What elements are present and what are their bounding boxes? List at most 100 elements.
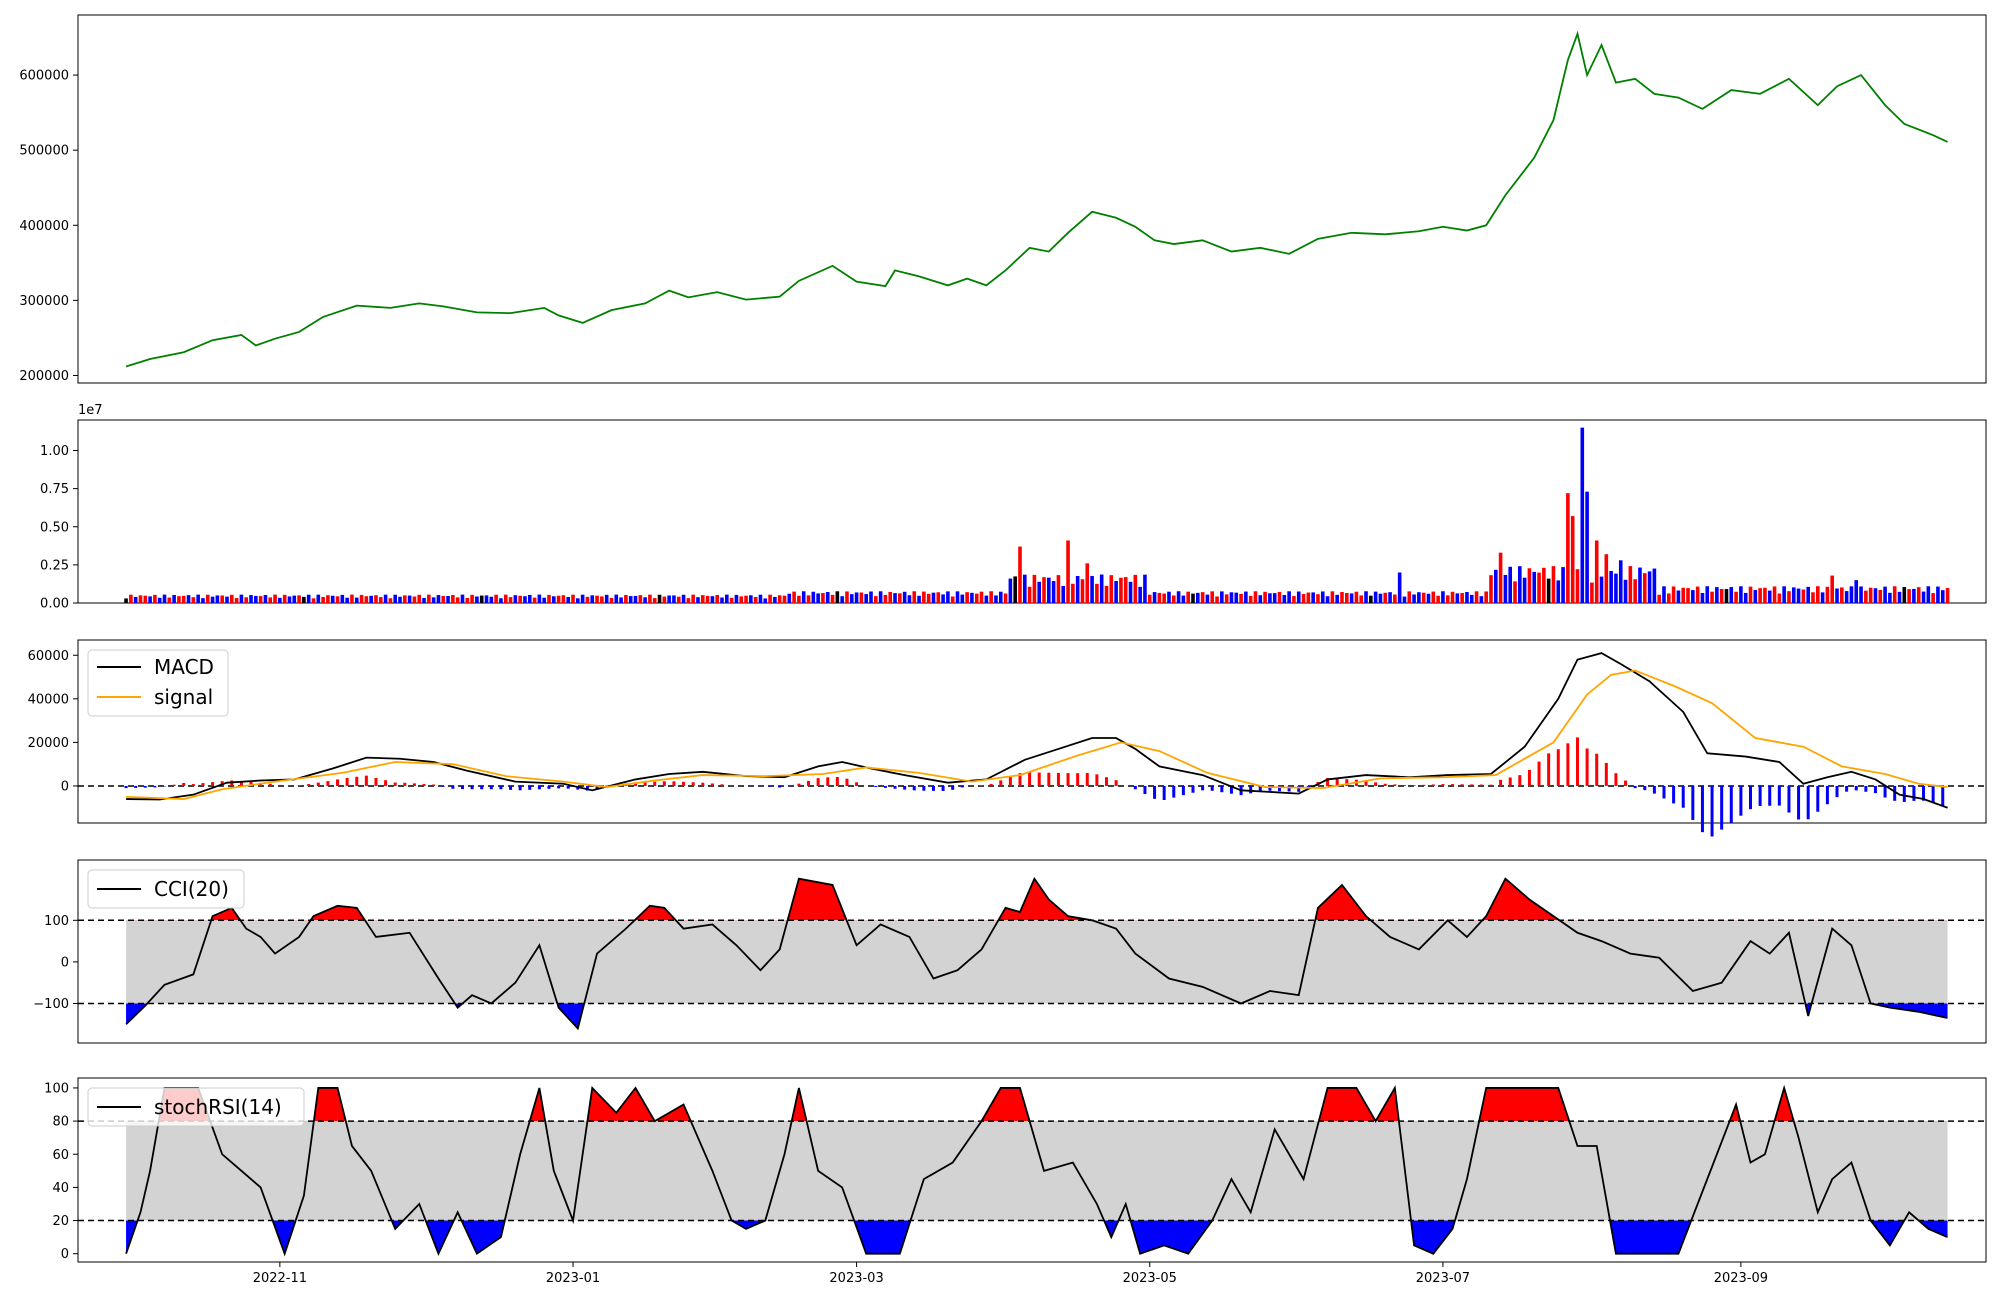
volume-bar	[1729, 587, 1734, 603]
volume-bar	[1114, 580, 1118, 603]
macd-histogram-bar	[595, 785, 599, 790]
volume-bar	[1719, 588, 1724, 603]
macd-histogram-bar	[1729, 785, 1733, 823]
macd-histogram-bar	[653, 781, 657, 786]
volume-bar	[1825, 586, 1830, 603]
volume-bar	[806, 595, 811, 603]
cci-legend-box	[87, 869, 245, 909]
volume-bar	[946, 591, 950, 603]
volume-bar	[614, 594, 619, 603]
macd-histogram-bar	[1652, 785, 1656, 794]
volume-bar	[1441, 591, 1445, 603]
stochrsi-legend-label: stochRSI(14)	[154, 1095, 282, 1119]
volume-bar	[643, 597, 647, 603]
volume-bar	[1479, 596, 1484, 603]
macd-histogram-bar	[1383, 783, 1387, 786]
volume-bar	[1292, 596, 1296, 603]
x-tick-label: 2023-01	[546, 1271, 600, 1286]
volume-bar	[220, 595, 224, 603]
volume-bar	[1537, 572, 1541, 603]
volume-bar	[1594, 540, 1599, 603]
macd-histogram-bar	[893, 785, 897, 789]
volume-bar	[700, 595, 705, 603]
volume-bar	[1840, 587, 1844, 603]
macd-histogram-bar	[1268, 785, 1272, 791]
volume-bar	[667, 595, 671, 603]
volume-bar	[316, 594, 321, 603]
volume-bar	[556, 595, 561, 603]
volume-bar	[1599, 576, 1604, 603]
volume-bar	[604, 594, 609, 603]
volume-bar	[412, 596, 417, 603]
volume-bar	[1518, 566, 1522, 603]
macd-histogram-bar	[1162, 785, 1166, 801]
volume-bar	[1008, 578, 1013, 603]
volume-bar	[306, 594, 311, 603]
volume-bar	[830, 594, 835, 603]
volume-bar	[1018, 546, 1022, 603]
volume-bar	[1542, 567, 1546, 603]
volume-bar	[725, 594, 729, 603]
macd-histogram-bar	[470, 785, 474, 790]
volume-bar	[484, 595, 489, 603]
volume-bar	[1791, 587, 1796, 603]
volume-bar	[998, 591, 1003, 603]
volume-bar	[1215, 596, 1219, 603]
volume-bar	[1388, 592, 1392, 603]
macd-ytick-label: 60000	[28, 649, 69, 664]
volume-bar	[1527, 568, 1532, 603]
volume-bar	[739, 596, 744, 603]
volume-bar	[1551, 566, 1556, 603]
macd-histogram-bar	[970, 785, 974, 786]
macd-histogram-bar	[268, 783, 272, 786]
volume-bar	[374, 595, 378, 603]
macd-histogram-bar	[989, 783, 993, 786]
macd-histogram-bar	[1018, 773, 1022, 786]
volume-bar	[431, 597, 436, 603]
macd-histogram-bar	[1499, 779, 1503, 786]
volume-bar	[369, 595, 373, 603]
macd-histogram-bar	[710, 783, 714, 786]
volume-bar	[1022, 574, 1027, 603]
volume-bar	[1397, 572, 1402, 603]
volume-bar	[566, 597, 571, 603]
volume-bar	[864, 594, 868, 603]
volume-bar	[744, 595, 748, 603]
volume-bar	[1157, 592, 1162, 603]
macd-histogram-bar	[239, 781, 243, 786]
cci-panel: −100 0 100 CCI(20)	[33, 859, 1987, 1044]
macd-legend: MACD signal	[87, 649, 229, 717]
macd-histogram-bar	[807, 780, 811, 786]
volume-bar	[335, 596, 340, 603]
macd-histogram-bar	[1768, 785, 1772, 806]
volume-bar	[1378, 593, 1383, 603]
volume-bar	[907, 595, 912, 603]
macd-histogram-bar	[537, 785, 541, 790]
volume-bar	[1796, 588, 1801, 603]
volume-bar	[1916, 587, 1921, 603]
macd-histogram-bar	[778, 785, 782, 788]
macd-histogram-bar	[999, 780, 1003, 786]
volume-bar	[263, 595, 268, 603]
macd-histogram-bar	[682, 781, 686, 786]
macd-histogram-bar	[662, 781, 666, 786]
macd-histogram-bar	[547, 785, 551, 789]
volume-bar	[513, 595, 518, 603]
volume-bar	[177, 596, 181, 603]
macd-histogram-bar	[1777, 785, 1781, 806]
volume-bar	[1748, 586, 1753, 603]
volume-bar	[696, 597, 700, 603]
volume-bar	[388, 598, 393, 603]
volume-bar	[590, 595, 595, 603]
volume-bar	[129, 594, 133, 603]
volume-bar	[1344, 593, 1349, 603]
volume-bar	[571, 594, 575, 603]
macd-histogram-bar	[941, 785, 945, 791]
volume-bar	[1902, 587, 1907, 603]
volume-bar	[1224, 594, 1229, 603]
volume-bar	[1873, 588, 1878, 603]
macd-legend-label: signal	[154, 685, 213, 709]
macd-histogram-bar	[201, 783, 205, 786]
volume-bar	[917, 595, 921, 603]
